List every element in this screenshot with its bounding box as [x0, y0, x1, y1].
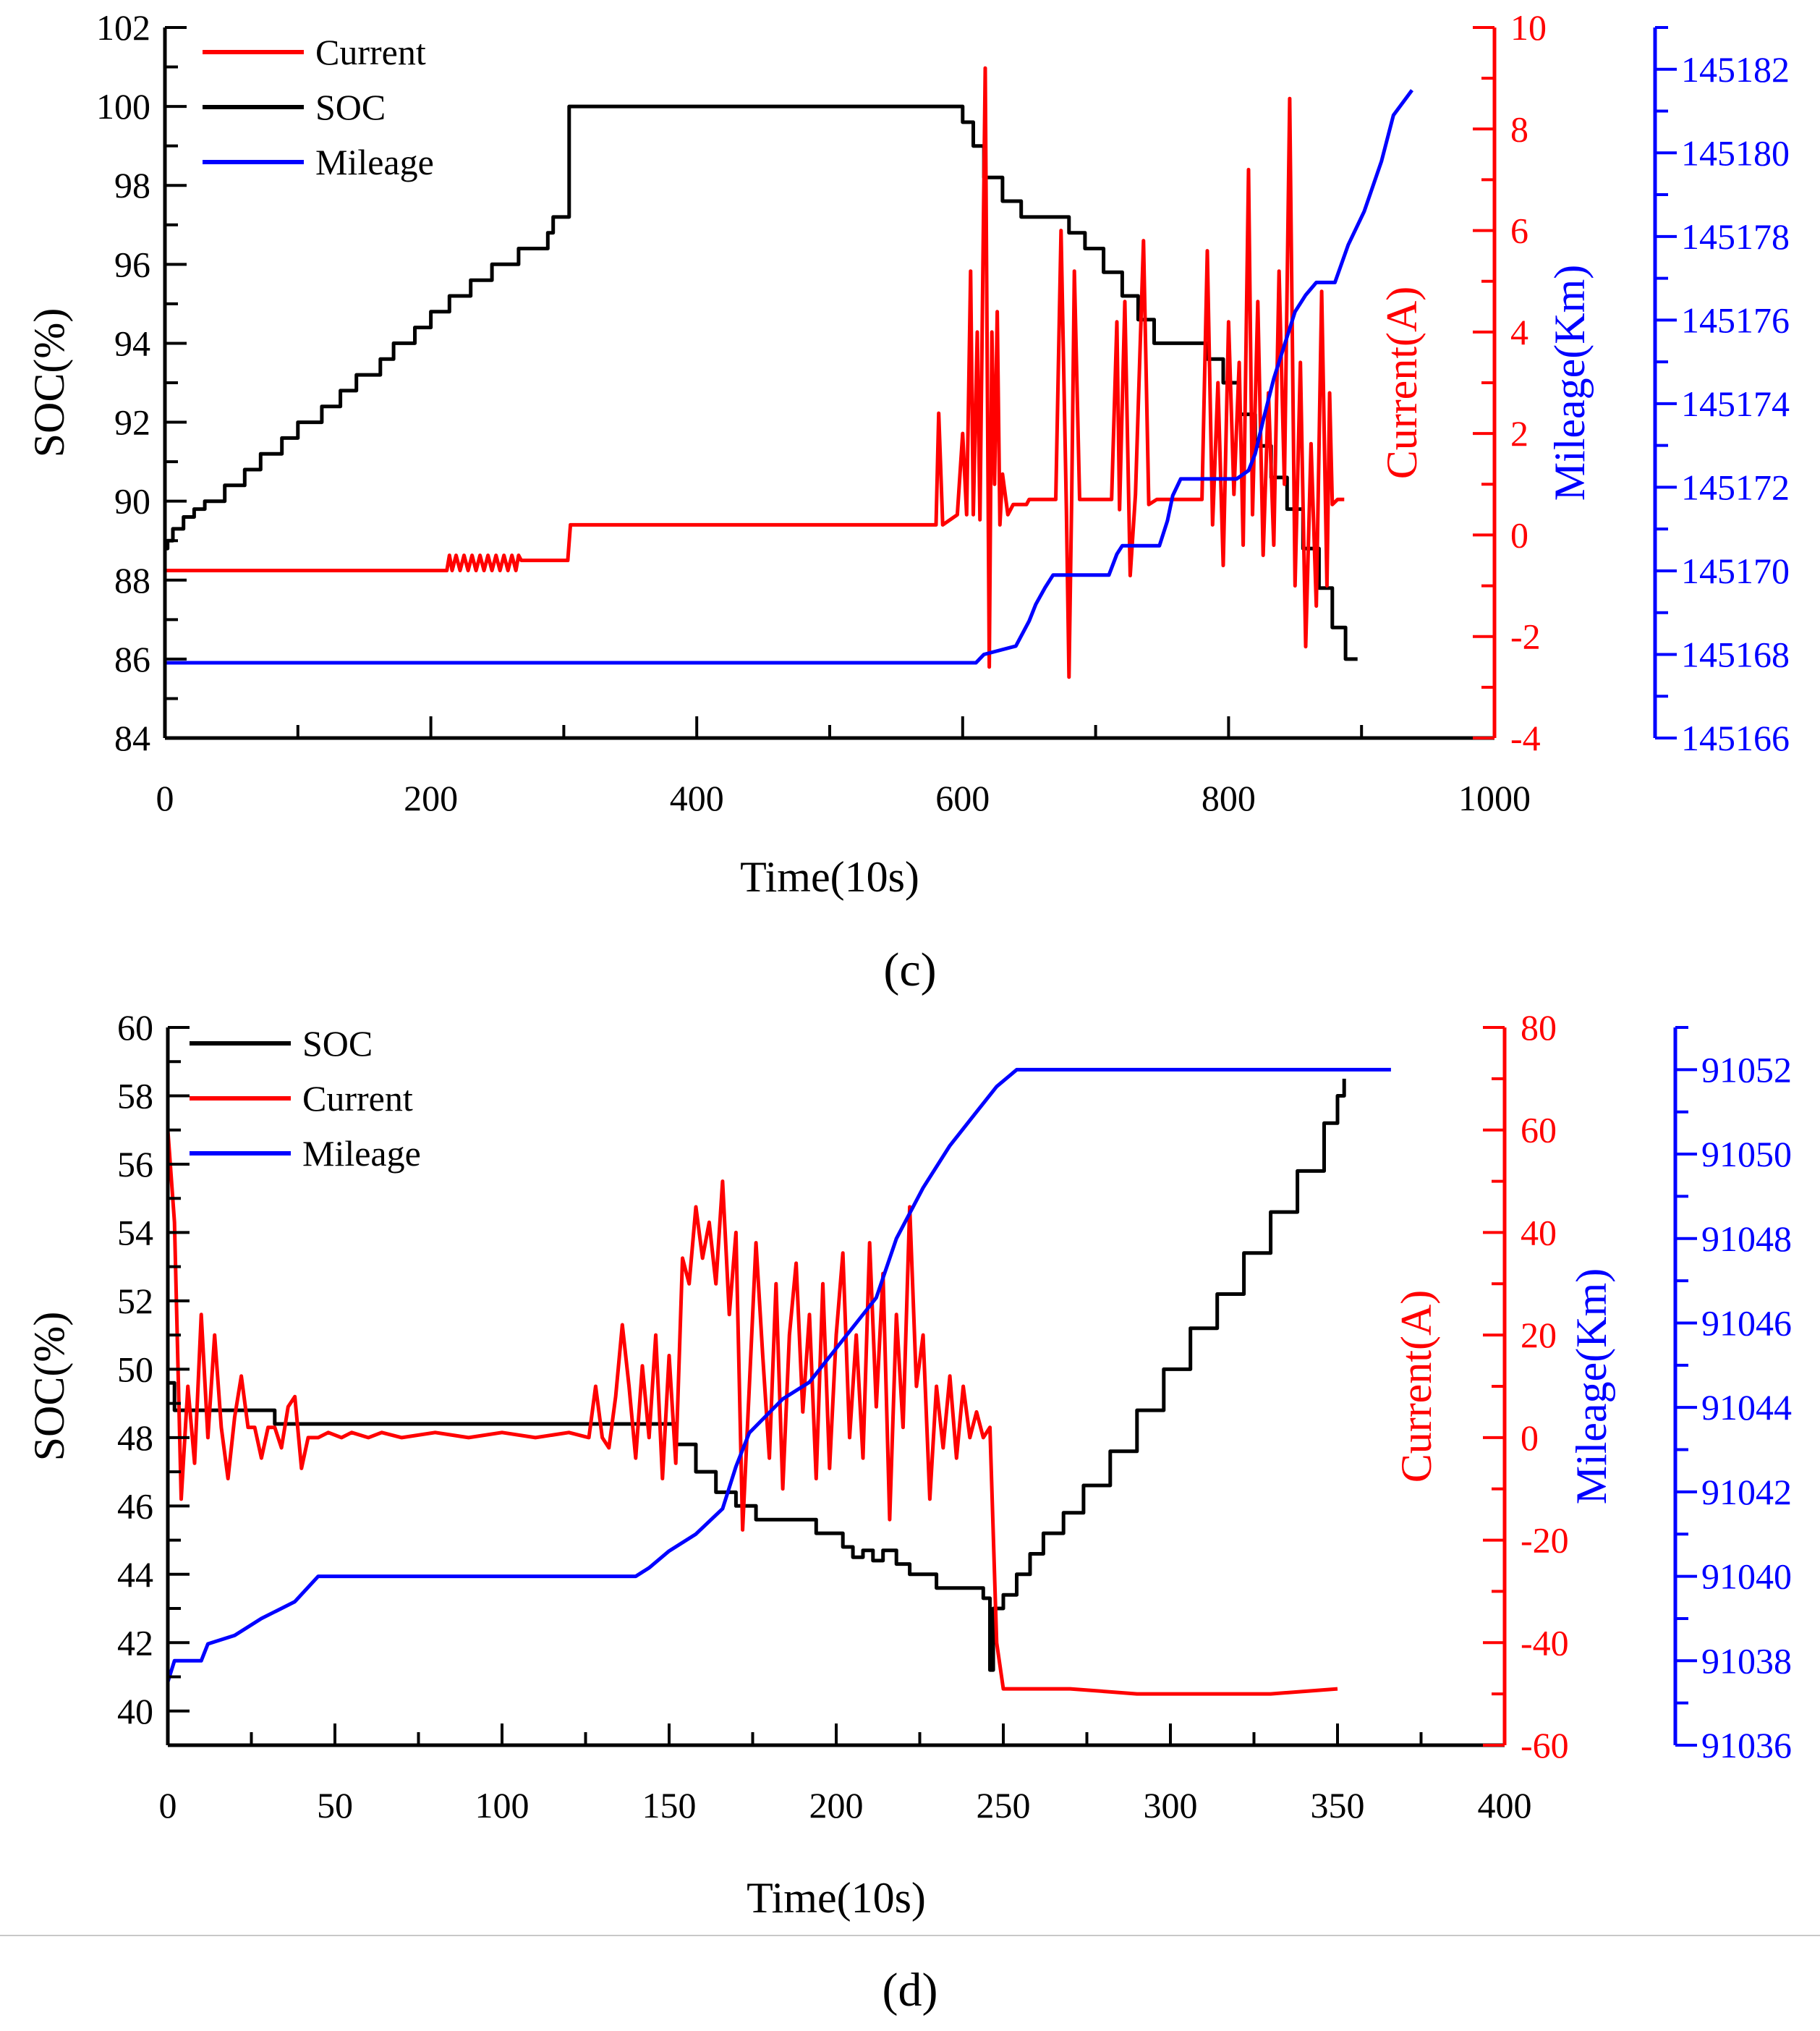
y-mileage-tick-label: 145172: [1681, 467, 1790, 507]
x-tick-label: 200: [809, 1785, 864, 1826]
panel-label: (d): [883, 1964, 938, 2017]
y-current-tick-label: 0: [1510, 514, 1528, 555]
x-tick-label: 50: [317, 1785, 353, 1826]
y-current-tick-label: 0: [1521, 1417, 1539, 1458]
y-current-tick-label: 60: [1521, 1110, 1557, 1150]
y-axis-current-title: Current(A): [1378, 287, 1426, 480]
x-axis-title: Time(10s): [740, 853, 919, 901]
y-current-tick-label: -40: [1521, 1622, 1569, 1663]
y-mileage-tick-label: 145176: [1681, 300, 1790, 340]
y-soc-tick-label: 46: [117, 1485, 153, 1526]
y-current-tick-label: -2: [1510, 616, 1541, 657]
y-mileage-tick-label: 91040: [1701, 1556, 1792, 1597]
series-line-mileage: [166, 1067, 1391, 1683]
y-soc-tick-label: 42: [117, 1622, 153, 1663]
y-soc-tick-label: 98: [114, 165, 150, 205]
x-axis-title: Time(10s): [747, 1874, 926, 1922]
x-tick-label: 0: [156, 778, 174, 818]
panel-d-chart: 0 50 100 150 200 250 300 350 400Time(10s)4042444…: [25, 1007, 1792, 2017]
y-current-tick-label: 20: [1521, 1315, 1557, 1355]
y-axis-mileage-title: Mileage(Km): [1546, 265, 1594, 501]
y-mileage-tick-label: 145166: [1681, 718, 1790, 758]
y-mileage-tick-label: 91036: [1701, 1725, 1792, 1765]
y-axis-current-title: Current(A): [1392, 1290, 1440, 1483]
y-soc-tick-label: 90: [114, 481, 150, 522]
y-soc-tick-label: 92: [114, 402, 150, 443]
y-mileage-tick-label: 91042: [1701, 1472, 1792, 1512]
series-line-current: [166, 1129, 1338, 1696]
y-current-tick-label: 80: [1521, 1007, 1557, 1048]
y-mileage-tick-label: 145178: [1681, 216, 1790, 257]
y-mileage-tick-label: 91044: [1701, 1387, 1792, 1428]
y-soc-tick-label: 58: [117, 1075, 153, 1116]
y-soc-tick-label: 94: [114, 323, 150, 363]
y-soc-tick-label: 44: [117, 1554, 153, 1595]
series-line-mileage: [165, 89, 1414, 665]
x-tick-label: 350: [1311, 1785, 1365, 1826]
y-axis-soc-title: SOC(%): [25, 1312, 73, 1462]
y-axis-soc-title: SOC(%): [25, 308, 73, 458]
x-tick-label: 200: [404, 778, 458, 818]
y-soc-tick-label: 50: [117, 1349, 153, 1389]
x-tick-label: 600: [935, 778, 990, 818]
y-mileage-tick-label: 91046: [1701, 1302, 1792, 1343]
y-current-tick-label: 6: [1510, 211, 1528, 251]
legend-label-mileage: Mileage: [315, 142, 434, 182]
y-current-tick-label: 2: [1510, 413, 1528, 454]
y-soc-tick-label: 100: [96, 86, 150, 127]
y-current-tick-label: -20: [1521, 1520, 1569, 1561]
legend-label-soc: SOC: [302, 1023, 373, 1064]
y-soc-tick-label: 60: [117, 1007, 153, 1048]
y-current-tick-label: 4: [1510, 312, 1528, 352]
legend-label-soc: SOC: [315, 87, 386, 127]
legend-label-current: Current: [315, 32, 426, 72]
y-mileage-tick-label: 145174: [1681, 383, 1790, 424]
y-soc-tick-label: 96: [114, 244, 150, 284]
y-current-tick-label: -4: [1510, 718, 1541, 758]
y-current-tick-label: -60: [1521, 1725, 1569, 1765]
y-current-tick-label: 40: [1521, 1212, 1557, 1252]
x-tick-label: 800: [1202, 778, 1256, 818]
y-soc-tick-label: 84: [114, 718, 150, 758]
y-mileage-tick-label: 91050: [1701, 1134, 1792, 1174]
x-tick-label: 400: [1478, 1785, 1532, 1826]
y-soc-tick-label: 56: [117, 1144, 153, 1184]
y-soc-tick-label: 40: [117, 1691, 153, 1731]
y-mileage-tick-label: 145182: [1681, 49, 1790, 90]
y-mileage-tick-label: 145170: [1681, 551, 1790, 591]
panel-label: (c): [883, 944, 936, 996]
y-mileage-tick-label: 91038: [1701, 1640, 1792, 1681]
y-current-tick-label: 8: [1510, 109, 1528, 149]
y-current-tick-label: 10: [1510, 7, 1547, 48]
y-soc-tick-label: 102: [96, 7, 150, 48]
x-tick-label: 100: [475, 1785, 530, 1826]
y-mileage-tick-label: 145180: [1681, 132, 1790, 173]
x-tick-label: 250: [977, 1785, 1031, 1826]
y-soc-tick-label: 86: [114, 639, 150, 679]
y-mileage-tick-label: 145168: [1681, 634, 1790, 674]
y-soc-tick-label: 54: [117, 1212, 153, 1252]
y-soc-tick-label: 88: [114, 560, 150, 601]
y-soc-tick-label: 48: [117, 1417, 153, 1458]
y-mileage-tick-label: 91048: [1701, 1218, 1792, 1259]
panel-c-chart: 0 200 400 600 800 1000Time(10s)84868890929496…: [25, 7, 1790, 996]
legend-label-mileage: Mileage: [302, 1133, 421, 1174]
y-mileage-tick-label: 91052: [1701, 1049, 1792, 1090]
y-axis-mileage-title: Mileage(Km): [1568, 1268, 1615, 1505]
x-tick-label: 400: [670, 778, 724, 818]
x-tick-label: 150: [642, 1785, 697, 1826]
x-tick-label: 300: [1144, 1785, 1198, 1826]
x-tick-label: 1000: [1458, 778, 1531, 818]
y-soc-tick-label: 52: [117, 1281, 153, 1321]
x-tick-label: 0: [159, 1785, 177, 1826]
legend-label-current: Current: [302, 1078, 413, 1119]
